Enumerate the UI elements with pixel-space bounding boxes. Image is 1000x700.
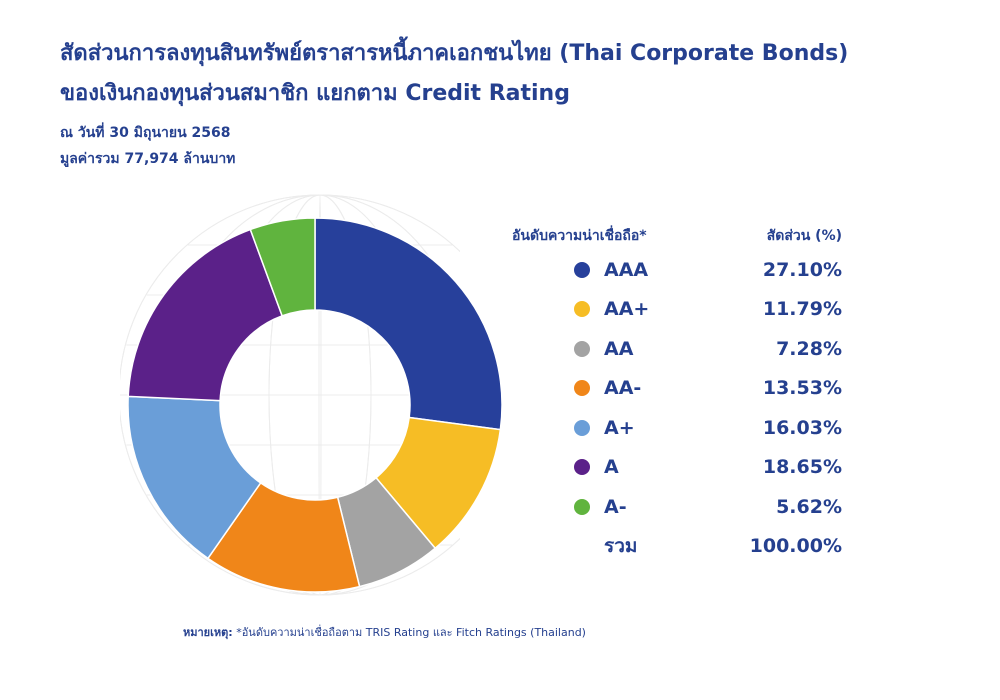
legend-total-row: รวม 100.00% — [512, 527, 842, 567]
legend-value: 16.03% — [762, 416, 842, 439]
total-value: 100.00% — [749, 535, 842, 558]
legend-item: AA- 13.53% — [512, 369, 842, 409]
legend-value: 18.65% — [762, 456, 842, 479]
legend-header: อันดับความน่าเชื่อถือ* สัดส่วน (%) — [512, 222, 842, 250]
legend-label: AAA — [604, 258, 649, 281]
legend-swatch — [574, 301, 590, 318]
legend-item: A- 5.62% — [512, 487, 842, 527]
total-value-label: มูลค่ารวม 77,974 ล้านบาท — [60, 151, 236, 167]
donut-slice-aplus — [127, 395, 262, 560]
legend-item: A+ 16.03% — [512, 408, 842, 448]
footnote-text: *อันดับความน่าเชื่อถือตาม TRIS Rating แล… — [236, 626, 586, 639]
legend-item: AA 7.28% — [512, 329, 842, 369]
total-label: รวม — [604, 535, 638, 558]
legend-swatch — [574, 340, 590, 357]
legend-label: AA — [604, 337, 634, 360]
legend-value: 27.10% — [762, 258, 842, 281]
legend-label: A — [604, 456, 619, 479]
legend-swatch — [574, 459, 590, 476]
legend-item: AA+ 11.79% — [512, 290, 842, 330]
legend-swatch — [574, 498, 590, 515]
legend-label: A- — [604, 495, 627, 518]
legend-swatch — [574, 419, 590, 436]
legend-item: AAA 27.10% — [512, 250, 842, 290]
legend-swatch — [574, 261, 590, 278]
donut-slice-a — [127, 228, 284, 402]
legend-swatch — [574, 380, 590, 397]
share-column-header: สัดส่วน (%) — [766, 228, 842, 244]
legend-value: 11.79% — [762, 298, 842, 321]
footnote-label: หมายเหตุ: — [183, 626, 233, 639]
legend-label: A+ — [604, 416, 635, 439]
legend-value: 7.28% — [776, 337, 842, 360]
date-label: ณ วันที่ 30 มิถุนายน 2568 — [60, 125, 231, 141]
donut-chart — [127, 217, 503, 593]
donut-slice-aaa — [314, 217, 503, 431]
chart-subtitle: ณ วันที่ 30 มิถุนายน 2568 มูลค่ารวม 77,9… — [60, 120, 235, 172]
donut-slice-aminus — [249, 217, 316, 317]
legend-label: AA- — [604, 377, 642, 400]
title-line-2: ของเงินกองทุนส่วนสมาชิก แยกตาม Credit Ra… — [60, 81, 570, 106]
rating-column-header: อันดับความน่าเชื่อถือ* — [512, 228, 647, 244]
title-line-1: สัดส่วนการลงทุนสินทรัพย์ตราสารหนี้ภาคเอก… — [60, 41, 849, 66]
legend: อันดับความน่าเชื่อถือ* สัดส่วน (%) AAA 27… — [512, 222, 842, 566]
chart-title: สัดส่วนการลงทุนสินทรัพย์ตราสารหนี้ภาคเอก… — [60, 34, 960, 114]
legend-rows: AAA 27.10% AA+ 11.79% AA 7.28% AA- 13.53% A+ 16.0… — [512, 250, 842, 527]
footnote: หมายเหตุ: *อันดับความน่าเชื่อถือตาม TRIS… — [183, 623, 586, 641]
legend-item: A 18.65% — [512, 448, 842, 488]
legend-value: 13.53% — [762, 377, 842, 400]
legend-value: 5.62% — [776, 495, 842, 518]
legend-label: AA+ — [604, 298, 650, 321]
